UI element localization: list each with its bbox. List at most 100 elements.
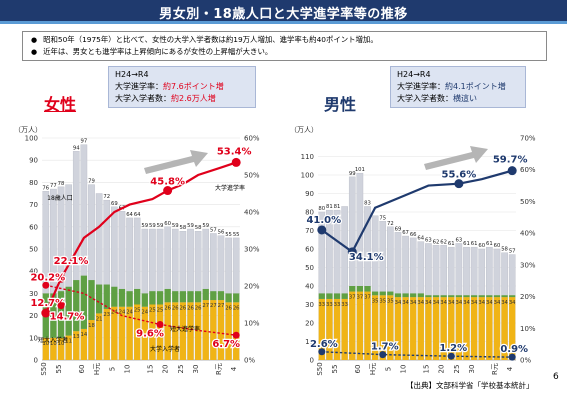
population-value-label: 78 [58,181,65,187]
university-value-label: 34 [486,300,493,306]
population-value-label: 76 [42,185,49,191]
population-value-label: 59 [157,223,164,229]
y2-tick-label: 40% [520,230,536,238]
junior-college-bar [134,288,141,305]
junior-college-bar [470,295,478,298]
y2-tick-label: 10% [244,320,260,328]
university-bar [501,297,508,360]
y2-tick-label: 50% [244,172,260,180]
rate-value-label: 55.6% [442,170,477,181]
trend-arrow-icon [424,146,488,170]
university-bar [225,302,232,360]
university-value-label: 34 [456,300,463,306]
university-bar [333,298,341,360]
junior-college-bar [410,293,417,298]
population-value-label: 67 [402,230,409,236]
university-value-label: 26 [172,305,179,311]
population-value-label: 61 [471,241,478,247]
university-value-label: 34 [402,300,409,306]
junior-college-bar [57,291,65,338]
university-value-label: 34 [433,300,440,306]
population-value-label: 59 [149,223,156,229]
university-value-label: 10 [42,341,49,347]
x-tick-label: 15 [422,365,430,374]
university-bar [164,302,171,360]
university-bar [455,297,463,360]
rate-value-label: 1.7% [371,342,399,353]
summary-text: 昭和50年（1975年）と比べて、女性の大学入学者数は約19万人増加、進学率も約… [43,35,378,44]
y-tick-label: 80 [305,209,314,217]
university-bar [493,297,501,360]
university-value-label: 34 [463,300,470,306]
x-tick-label: 20 [162,365,170,374]
y-tick-label: 60 [305,246,314,254]
university-value-label: 11 [65,339,72,345]
population-value-label: 75 [379,215,386,221]
y-tick-label: 20 [29,312,38,320]
junior-college-rate-line [321,351,513,358]
university-bar [394,297,402,360]
university-value-label: 24 [119,310,126,316]
y-tick-label: 30 [29,290,38,298]
university-value-label: 26 [195,305,202,311]
population-value-label: 56 [218,230,225,236]
university-value-label: 23 [103,312,110,318]
junior-college-bar [493,295,501,298]
university-bar [73,331,80,360]
population-value-label: 97 [81,139,88,145]
summary-box: ● 昭和50年（1975年）と比べて、女性の大学入学者数は約19万人増加、進学率も… [22,31,547,61]
university-bar [233,302,240,360]
male-panel: 男性 H24→R4 大学進学率：約4.1ポイント増 大学入学者数：横這い （万人… [288,62,556,376]
university-value-label: 14 [81,332,88,338]
y2-tick-label: 20% [244,283,260,291]
university-bar [463,297,470,360]
y-tick-label: 80 [29,179,38,187]
population-value-label: 79 [88,179,95,185]
population-value-label: 62 [433,239,440,245]
x-tick-label: 5 [108,367,116,371]
junior-college-bar [95,284,103,314]
university-bar [50,337,57,360]
page-title: 男女別・18歳人口と大学進学率等の推移 [159,7,408,22]
female-label: 女性 [44,95,77,114]
junior-college-bar [448,295,455,298]
male-label: 男性 [324,95,357,114]
rate-value-label: 41.0% [306,215,341,226]
y-tick-label: 70 [29,201,38,209]
x-tick-label: 4 [230,366,238,371]
y2-tick-label: 30% [520,261,536,269]
junior-college-bar [509,295,516,298]
university-bar [156,304,164,360]
y-tick-label: 0 [310,357,314,365]
university-value-label: 37 [349,295,356,301]
university-value-label: 25 [157,308,164,314]
male-summary-box: H24→R4 大学進学率：約4.1ポイント増 大学入学者数：横這い [390,66,526,108]
population-value-label: 55 [233,232,240,238]
count-label: 大学入学者数： [115,94,171,103]
university-bar [194,302,202,360]
junior-college-bar [172,291,179,303]
junior-college-bar [141,293,148,307]
count-value: 約2.6万人増 [171,94,216,103]
x-tick-label: R元 [215,363,223,375]
university-value-label: 33 [341,302,348,308]
university-value-label: 35 [372,298,379,304]
x-tick-label: 55 [331,365,339,374]
university-value-label: 34 [478,300,485,306]
university-bar [341,298,348,360]
rate-marker [231,157,241,167]
y-tick-label: 100 [25,135,38,143]
junior-college-bar [478,295,485,298]
population-value-label: 69 [395,226,402,232]
rate-marker [454,179,464,189]
junior-college-bar [425,295,432,298]
population-value-label: 72 [387,221,394,227]
population-value-label: 59 [187,223,194,229]
y-tick-label: 110 [301,153,314,161]
university-bar [149,304,156,360]
university-bar [126,306,133,360]
university-bar [417,297,424,360]
junior-college-bar [402,293,409,298]
junior-college-bar [364,286,371,292]
university-bar [410,297,417,360]
